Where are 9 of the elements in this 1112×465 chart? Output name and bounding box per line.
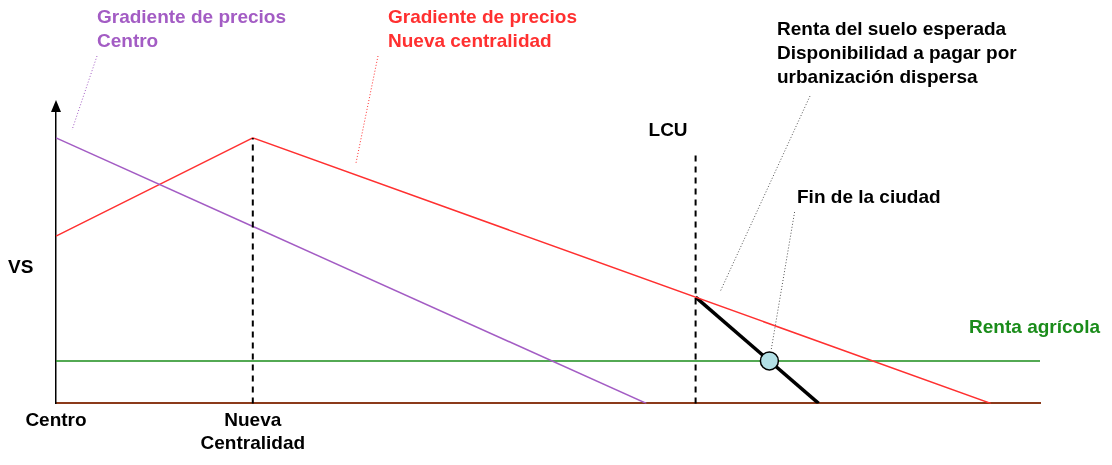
text: Gradiente de precios Nueva centralidad (388, 5, 578, 51)
text: Gradiente de precios Centro (97, 5, 287, 51)
x-tick-label: Centro (25, 409, 87, 431)
y-axis-title: VS (8, 256, 34, 278)
text: Renta del suelo esperada Disponibilidad a pagar por urbanización dispersa (777, 17, 1018, 87)
series-label: Renta agrícola (969, 315, 1101, 337)
annotation: Fin de la ciudad (797, 185, 941, 207)
annotation: LCU (648, 118, 688, 140)
x-tick-label: Nueva Centralidad (200, 409, 306, 453)
